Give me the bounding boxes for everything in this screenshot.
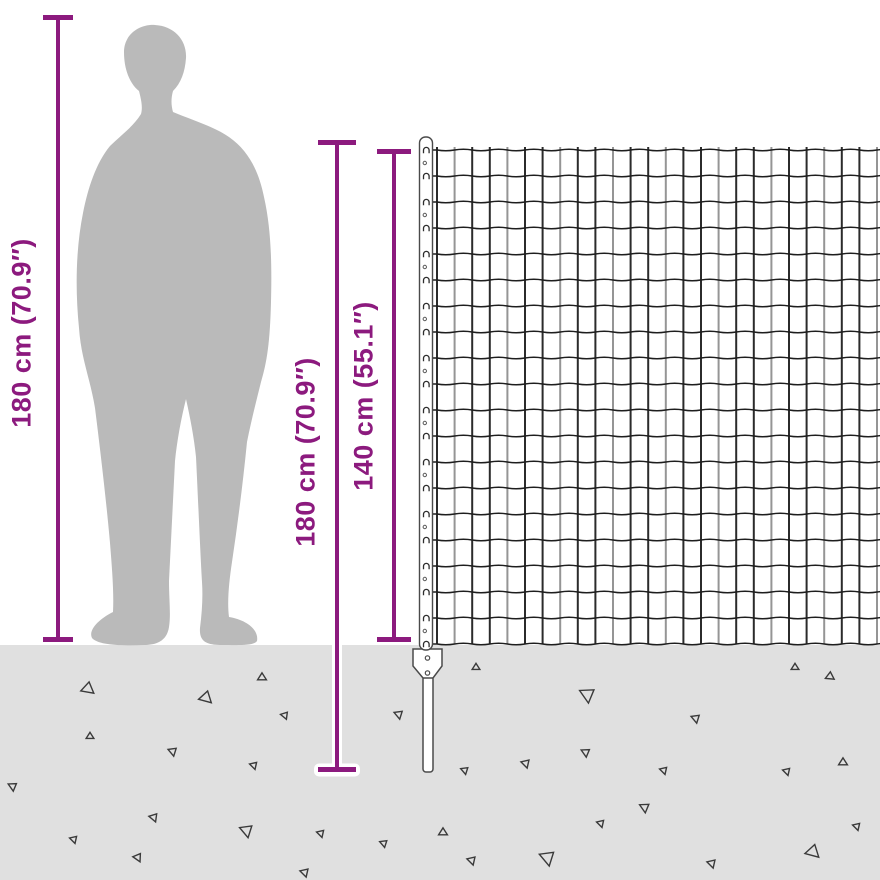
ground-speck-triangles: [6, 662, 861, 879]
person-silhouette: [76, 24, 272, 646]
dimension-line-person-height: [43, 15, 73, 642]
post-body: [418, 136, 434, 651]
dimension-line-post-height: [314, 140, 360, 777]
dimension-line-fence-height: [377, 149, 411, 642]
post-bracket-holes: [424, 655, 431, 676]
post-height-label: 180 cm (70.9″): [290, 357, 321, 547]
post-ground-stake: [422, 675, 434, 773]
fence-height-label: 140 cm (55.1″): [348, 301, 379, 491]
fence-post: [412, 136, 443, 773]
post-ground-bracket: [412, 648, 443, 679]
dimension-lines: [43, 15, 411, 777]
post-wire-clips: [422, 146, 430, 648]
person-height-label: 180 cm (70.9″): [6, 238, 37, 428]
fence-mesh: [420, 147, 880, 646]
ground: [0, 645, 880, 880]
